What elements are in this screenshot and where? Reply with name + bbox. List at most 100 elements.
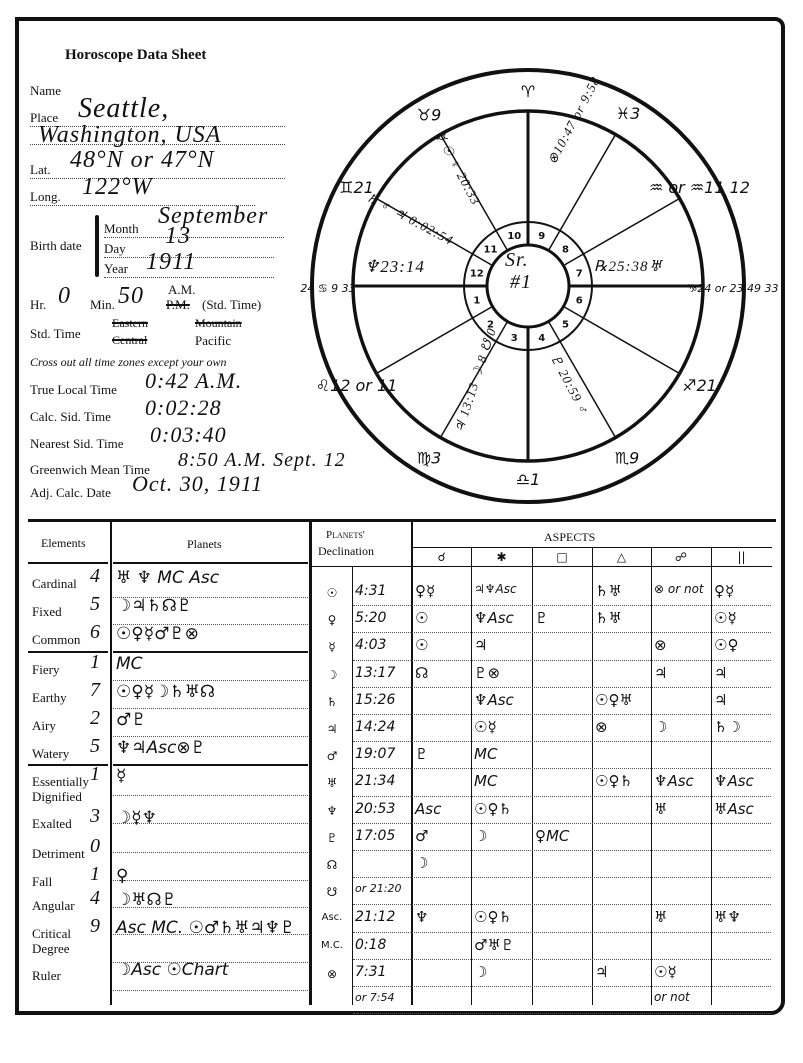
cusp-sign-upper-right-1: ♓3 bbox=[616, 104, 641, 123]
section-divider bbox=[113, 764, 308, 766]
aspect-col-divider bbox=[651, 548, 652, 1005]
house-number-12: 12 bbox=[470, 268, 484, 279]
hr-value: 0 bbox=[58, 283, 71, 309]
aspect-symbol-1: ✱ bbox=[496, 550, 507, 564]
declination-row-separator bbox=[353, 986, 771, 987]
pm-label-crossed: P.M. bbox=[166, 297, 190, 312]
planets-row-separator bbox=[113, 880, 308, 881]
planets-header-line bbox=[113, 562, 308, 564]
planets-row-separator bbox=[113, 962, 308, 963]
month-field: Month bbox=[104, 221, 284, 238]
house-number-5: 5 bbox=[562, 319, 569, 330]
adj-calc-date-label: Adj. Calc. Date bbox=[30, 485, 111, 500]
aspect-cell: ♃ bbox=[714, 690, 728, 709]
element-label: Ruler bbox=[32, 968, 61, 983]
aspect-cell: ☉☿ bbox=[474, 718, 497, 736]
elements-header: Elements bbox=[41, 536, 86, 550]
aspect-cell: ♆Asc bbox=[714, 772, 754, 791]
house-number-3: 3 bbox=[511, 333, 518, 344]
declination-value: 5:20 bbox=[355, 610, 387, 627]
planets-row-separator bbox=[113, 708, 308, 709]
aspect-cell: ⊗ bbox=[595, 718, 608, 736]
declination-planet: ⊗ bbox=[326, 966, 338, 981]
planets-row-separator bbox=[113, 597, 308, 598]
section-divider bbox=[28, 651, 108, 653]
aspect-cell: ♄☽ bbox=[714, 718, 741, 736]
horoscope-data-sheet bbox=[15, 17, 785, 1015]
section-divider bbox=[113, 651, 308, 653]
nearest-sid-time-label: Nearest Sid. Time bbox=[30, 436, 124, 451]
long-value: 122°W bbox=[82, 174, 153, 200]
aspect-cell: ♂♅♇ bbox=[474, 935, 515, 954]
declination-row-separator bbox=[353, 931, 771, 933]
aspect-cell: ☉♀♅ bbox=[595, 690, 633, 709]
element-label: Exalted bbox=[32, 816, 72, 831]
element-count: 5 bbox=[90, 593, 101, 615]
declination-value: 13:17 bbox=[355, 664, 396, 681]
house-number-2: 2 bbox=[487, 319, 494, 330]
element-count: 0 bbox=[90, 835, 101, 857]
declination-row-separator bbox=[353, 904, 771, 906]
declination-value: 15:26 bbox=[355, 691, 396, 708]
place-value-2: Washington, USA bbox=[38, 122, 222, 148]
element-planets: ♀ bbox=[116, 866, 129, 886]
cusp-sign-upper-left-1: ♉9 bbox=[417, 106, 442, 125]
element-planets: ☽♃♄☊♇ bbox=[116, 596, 193, 616]
long-field: Long. bbox=[30, 189, 255, 206]
element-planets: ☽Asc ☉Chart bbox=[116, 960, 229, 980]
declination-planet: ♀ bbox=[327, 613, 337, 628]
element-label: Cardinal bbox=[32, 576, 77, 591]
year-field: Year bbox=[104, 261, 274, 278]
element-count: 4 bbox=[90, 887, 101, 909]
aspect-symbol-5: || bbox=[737, 550, 746, 564]
element-count: 3 bbox=[90, 805, 101, 827]
element-count: 7 bbox=[90, 679, 101, 701]
aspect-cell: ♆Asc bbox=[654, 772, 694, 791]
aspect-cell: or not bbox=[654, 990, 690, 1004]
aspect-cell: ♅Asc bbox=[714, 799, 754, 818]
aspect-col-divider bbox=[532, 548, 533, 1005]
declination-row-separator bbox=[353, 659, 771, 661]
calc-sid-time-value: 0:02:28 bbox=[145, 395, 222, 420]
element-planets: ♆♃Asc⊗♇ bbox=[116, 738, 206, 758]
declination-value: 4:03 bbox=[355, 637, 387, 654]
element-count: 6 bbox=[90, 621, 101, 643]
house-cusp-line bbox=[376, 305, 493, 375]
aspect-cell: ☽ bbox=[654, 718, 668, 736]
timezone-instruction: Cross out all time zones except your own bbox=[30, 355, 227, 369]
aspect-symbol-3: △ bbox=[616, 550, 627, 564]
cusp-sign-bottom: ♎1 bbox=[516, 470, 541, 489]
aspect-cell: ♃ bbox=[654, 663, 668, 682]
declination-row-separator bbox=[353, 795, 771, 797]
element-count: 1 bbox=[90, 863, 101, 885]
declination-row-separator bbox=[353, 686, 771, 688]
house-number-10: 10 bbox=[507, 231, 521, 242]
declination-planet: ☉ bbox=[326, 586, 338, 600]
table-top-border bbox=[28, 519, 776, 522]
planets-row-separator bbox=[113, 823, 308, 824]
declination-value: 20:53 bbox=[355, 800, 396, 817]
hr-label: Hr. bbox=[30, 297, 47, 312]
element-count: 5 bbox=[90, 735, 101, 757]
place-line-2 bbox=[30, 143, 285, 145]
element-label: Critical Degree bbox=[32, 926, 71, 956]
declination-value: 17:05 bbox=[355, 827, 396, 844]
element-count: 2 bbox=[90, 707, 101, 729]
planets-row-separator bbox=[113, 934, 308, 935]
aspect-symbol-0: ☌ bbox=[437, 550, 446, 564]
declination-row-separator bbox=[353, 822, 771, 824]
aspect-cell: ☉♀♄ bbox=[474, 799, 512, 818]
declination-value: 4:31 bbox=[355, 583, 387, 599]
element-planets: ♅ ♆ MC Asc bbox=[116, 568, 220, 588]
element-label: Fixed bbox=[32, 604, 62, 619]
planets-row-separator bbox=[113, 907, 308, 908]
true-local-time-label: True Local Time bbox=[30, 382, 117, 397]
min-label: Min. bbox=[90, 297, 115, 312]
aspect-cell: ⊗ bbox=[654, 636, 667, 655]
cusp-sign-lower-right-1: ♐21 bbox=[682, 376, 717, 395]
element-planets: MC bbox=[116, 654, 143, 674]
zone-mountain-crossed: Mountain bbox=[195, 316, 242, 330]
planets-row-separator bbox=[113, 624, 308, 625]
cusp-sign-lower-left-2: ♍3 bbox=[417, 448, 442, 467]
std-time-suffix: (Std. Time) bbox=[202, 297, 262, 312]
